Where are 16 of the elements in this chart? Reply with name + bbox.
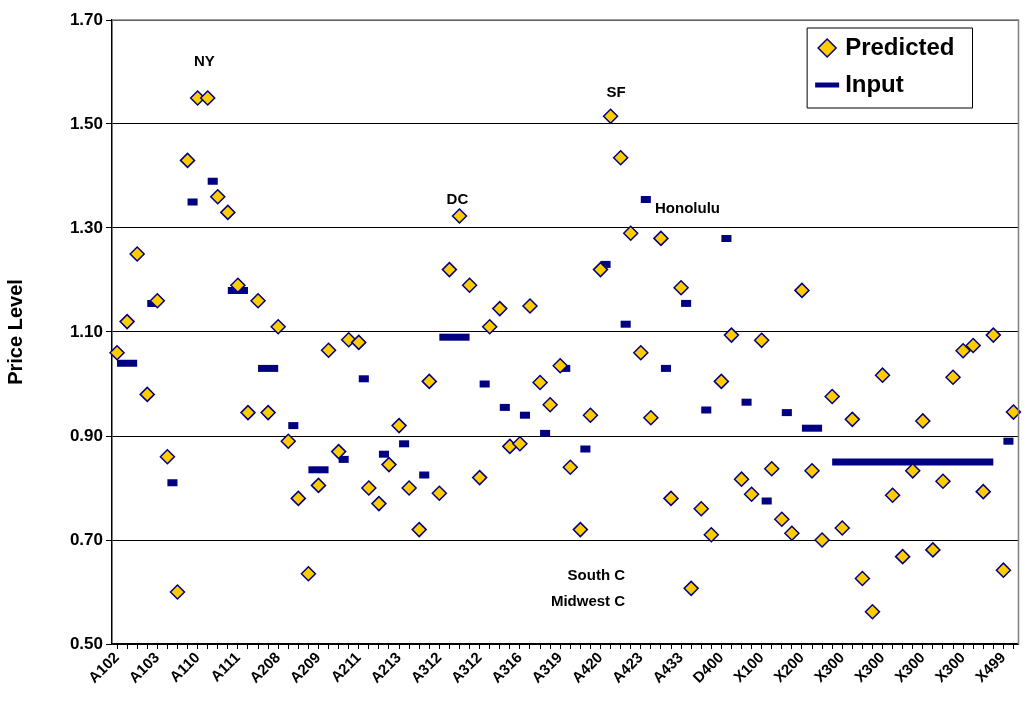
y-tick-label: 1.50 — [69, 113, 103, 133]
annotation: Midwest C — [550, 592, 626, 610]
legend-label: Predicted — [845, 32, 955, 60]
y-tick-label: 0.70 — [69, 529, 103, 549]
legend-label: Input — [845, 69, 904, 97]
annotation: DC — [446, 189, 469, 207]
annotation: SF — [606, 83, 626, 101]
annotation: South C — [567, 566, 626, 584]
annotation: NY — [194, 51, 215, 69]
y-tick-label: 1.30 — [69, 217, 103, 237]
y-tick-label: 1.70 — [69, 9, 103, 29]
annotation: Honolulu — [654, 199, 720, 217]
y-tick-label: 1.10 — [69, 321, 103, 341]
y-axis-title: Price Level — [3, 279, 26, 385]
y-tick-label: 0.50 — [69, 633, 103, 653]
y-tick-label: 0.90 — [69, 425, 103, 445]
